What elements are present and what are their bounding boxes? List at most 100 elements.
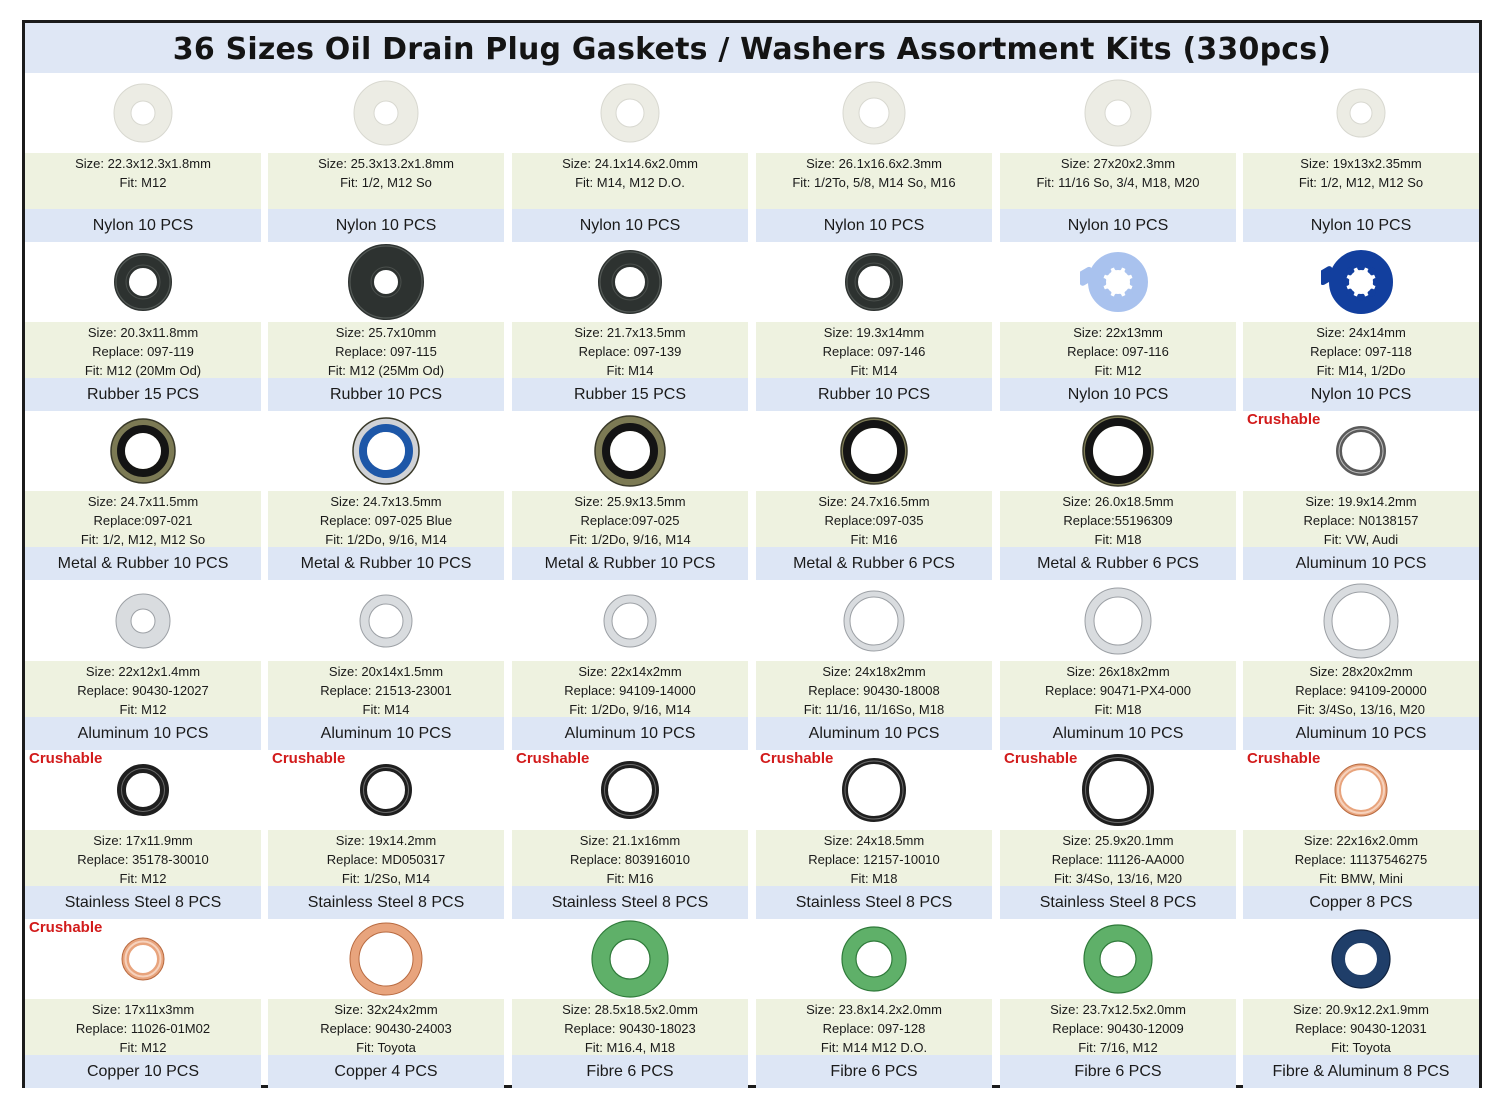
- crushable-label: Crushable: [272, 750, 346, 767]
- fit-line: Fit: M12: [1094, 363, 1142, 378]
- size-line: Size: 19x14.2mm: [335, 833, 437, 848]
- aluminum-washer-icon: [115, 593, 171, 649]
- washer-image-area: Crushable: [25, 919, 261, 999]
- product-cell: Size: 28x20x2mm Replace: 94109-20000 Fit: …: [1243, 581, 1479, 750]
- page-title: 36 Sizes Oil Drain Plug Gaskets / Washer…: [25, 23, 1479, 73]
- material-quantity-label: Metal & Rubber 10 PCS: [268, 547, 504, 580]
- replace-line: Replace: 11026-01M02: [75, 1021, 211, 1036]
- crushable-label: Crushable: [1004, 750, 1078, 767]
- material-quantity-label: Copper 8 PCS: [1243, 886, 1479, 919]
- material-quantity-label: Nylon 10 PCS: [756, 209, 992, 242]
- spec-text: Size: 19.3x14mm Replace: 097-146 Fit: M14: [756, 322, 992, 378]
- size-line: Size: 22x12x1.4mm: [85, 664, 201, 679]
- aluminum-washer-icon: [1084, 587, 1152, 655]
- size-line: Size: 19x13x2.35mm: [1300, 156, 1422, 171]
- size-line: Size: 24.7x16.5mm: [818, 494, 930, 509]
- aluminum-washer-icon: [603, 594, 657, 648]
- material-quantity-label: Fibre 6 PCS: [756, 1055, 992, 1088]
- spec-text: Size: 22.3x12.3x1.8mm Fit: M12: [25, 153, 261, 209]
- size-line: Size: 19.9x14.2mm: [1305, 494, 1417, 509]
- material-quantity-label: Rubber 10 PCS: [268, 378, 504, 411]
- product-cell: Size: 22x13mm Replace: 097-116 Fit: M12 Nyl…: [1000, 242, 1236, 411]
- spec-text: Size: 19x13x2.35mm Fit: 1/2, M12, M12 So: [1243, 153, 1479, 209]
- product-cell: Size: 20.9x12.2x1.9mm Replace: 90430-1203…: [1243, 919, 1479, 1088]
- product-cell: Size: 24.1x14.6x2.0mm Fit: M14, M12 D.O. N…: [512, 73, 748, 242]
- nylon-washer-icon: [113, 83, 173, 143]
- replace-line: Replace: 90430-12031: [1295, 1021, 1427, 1036]
- fit-line: Fit: 1/2, M12, M12 So: [1298, 175, 1424, 190]
- fit-line: Fit: M12: [119, 702, 167, 717]
- fit-line: Fit: M14: [362, 702, 410, 717]
- material-quantity-label: Aluminum 10 PCS: [25, 717, 261, 750]
- product-cell: Crushable Size: 17x11x3mm Replace: 11026-0…: [25, 919, 261, 1088]
- replace-line: Replace: 097-128: [822, 1021, 926, 1036]
- fit-line: Fit: M18: [1094, 532, 1142, 547]
- steel-crush-washer-icon: [1082, 754, 1154, 826]
- washer-image-area: [268, 73, 504, 153]
- product-cell: Size: 20.3x11.8mm Replace: 097-119 Fit: M1…: [25, 242, 261, 411]
- material-quantity-label: Fibre & Aluminum 8 PCS: [1243, 1055, 1479, 1088]
- spec-text: Size: 19x14.2mm Replace: MD050317 Fit: 1/2…: [268, 830, 504, 886]
- replace-line: Replace: 90430-12009: [1052, 1021, 1184, 1036]
- material-quantity-label: Aluminum 10 PCS: [756, 717, 992, 750]
- spec-text: Size: 24.1x14.6x2.0mm Fit: M14, M12 D.O.: [512, 153, 748, 209]
- product-cell: Size: 21.7x13.5mm Replace: 097-139 Fit: M1…: [512, 242, 748, 411]
- replace-line: Replace: 097-146: [822, 344, 926, 359]
- size-line: Size: 24.1x14.6x2.0mm: [562, 156, 698, 171]
- size-line: Size: 20x14x1.5mm: [328, 664, 444, 679]
- fit-line: Fit: M14: [606, 363, 654, 378]
- steel-crush-washer-icon: [601, 761, 659, 819]
- size-line: Size: 26.0x18.5mm: [1062, 494, 1174, 509]
- spec-text: Size: 28x20x2mm Replace: 94109-20000 Fit: …: [1243, 661, 1479, 717]
- washer-image-area: [512, 919, 748, 999]
- washer-image-area: [25, 73, 261, 153]
- material-quantity-label: Nylon 10 PCS: [25, 209, 261, 242]
- product-cell: Size: 24.7x13.5mm Replace: 097-025 Blue Fi…: [268, 411, 504, 580]
- washer-image-area: [268, 919, 504, 999]
- washer-image-area: [268, 411, 504, 491]
- product-cell: Size: 19x13x2.35mm Fit: 1/2, M12, M12 So N…: [1243, 73, 1479, 242]
- product-cell: Size: 20x14x1.5mm Replace: 21513-23001 Fit…: [268, 581, 504, 750]
- fit-line: Fit: 11/16 So, 3/4, M18, M20: [1036, 175, 1200, 190]
- replace-line: Replace: 90430-24003: [320, 1021, 452, 1036]
- washer-image-area: [1000, 73, 1236, 153]
- spec-text: Size: 25.7x10mm Replace: 097-115 Fit: M12 …: [268, 322, 504, 378]
- rubber-washer-icon: [114, 253, 172, 311]
- size-line: Size: 23.7x12.5x2.0mm: [1050, 1002, 1186, 1017]
- copper-crush-washer-icon: [121, 937, 165, 981]
- fit-line: Fit: M14: [850, 363, 898, 378]
- fit-line: Fit: 1/2Do, 9/16, M14: [569, 532, 691, 547]
- washer-image-area: [25, 581, 261, 661]
- washer-image-area: Crushable: [25, 750, 261, 830]
- poster-frame: 36 Sizes Oil Drain Plug Gaskets / Washer…: [22, 20, 1482, 1088]
- rubber-washer-icon: [845, 253, 903, 311]
- grid-row: Size: 22.3x12.3x1.8mm Fit: M12 Nylon 10 PC…: [25, 73, 1479, 242]
- product-cell: Crushable Size: 24x18.5mm Replace: 12157-1…: [756, 750, 992, 919]
- spec-text: Size: 21.7x13.5mm Replace: 097-139 Fit: M1…: [512, 322, 748, 378]
- material-quantity-label: Nylon 10 PCS: [1243, 209, 1479, 242]
- replace-line: Replace: 803916010: [570, 852, 690, 867]
- bonded-seal-icon: [594, 415, 666, 487]
- material-quantity-label: Stainless Steel 8 PCS: [512, 886, 748, 919]
- size-line: Size: 26.1x16.6x2.3mm: [806, 156, 942, 171]
- size-line: Size: 17x11.9mm: [93, 833, 193, 848]
- fit-line: Fit: M14, 1/2Do: [1316, 363, 1406, 378]
- size-line: Size: 28x20x2mm: [1309, 664, 1413, 679]
- spec-text: Size: 23.8x14.2x2.0mm Replace: 097-128 Fit…: [756, 999, 992, 1055]
- size-line: Size: 19.3x14mm: [823, 325, 925, 340]
- aluminum-washer-icon: [359, 594, 413, 648]
- rubber-washer-icon: [348, 244, 424, 320]
- replace-line: Replace: 90430-12027: [77, 683, 209, 698]
- replace-line: Replace: 097-139: [578, 344, 682, 359]
- fit-line: Fit: 1/2To, 5/8, M14 So, M16: [792, 175, 956, 190]
- fit-line: Fit: BMW, Mini: [1319, 871, 1403, 886]
- spec-text: Size: 22x12x1.4mm Replace: 90430-12027 Fit…: [25, 661, 261, 717]
- fit-line: Fit: 3/4So, 13/16, M20: [1297, 702, 1425, 717]
- fit-line: Fit: 11/16, 11/16So, M18: [803, 702, 945, 717]
- material-quantity-label: Aluminum 10 PCS: [268, 717, 504, 750]
- material-quantity-label: Aluminum 10 PCS: [512, 717, 748, 750]
- product-cell: Size: 19.3x14mm Replace: 097-146 Fit: M14 R…: [756, 242, 992, 411]
- product-cell: Size: 24.7x11.5mm Replace:097-021 Fit: 1/2…: [25, 411, 261, 580]
- grid-row: Crushable Size: 17x11.9mm Replace: 35178-3…: [25, 750, 1479, 919]
- washer-image-area: [756, 919, 992, 999]
